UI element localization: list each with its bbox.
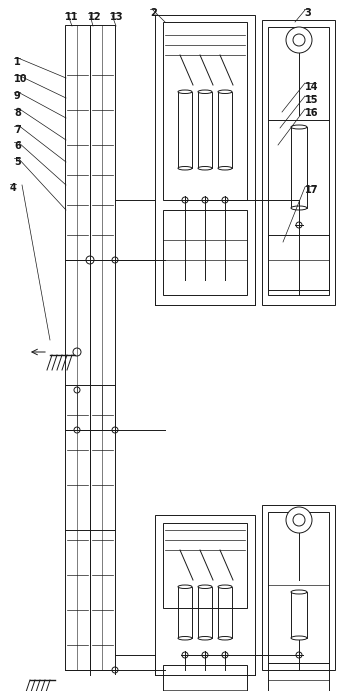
Text: 7: 7: [14, 125, 21, 135]
Bar: [218, 92, 232, 168]
Bar: [65, 25, 90, 430]
Bar: [65, 385, 90, 670]
Circle shape: [112, 257, 118, 263]
Bar: [163, 523, 247, 608]
Circle shape: [202, 652, 208, 658]
Bar: [155, 515, 255, 675]
Circle shape: [74, 427, 80, 433]
Text: 1: 1: [14, 57, 21, 67]
Ellipse shape: [218, 167, 232, 170]
Bar: [268, 663, 329, 691]
Text: 17: 17: [305, 185, 319, 195]
Circle shape: [86, 256, 94, 264]
Ellipse shape: [198, 585, 212, 589]
Ellipse shape: [178, 585, 192, 589]
Bar: [178, 587, 192, 638]
Circle shape: [112, 427, 118, 433]
Circle shape: [293, 514, 305, 526]
Bar: [291, 592, 307, 638]
Circle shape: [74, 387, 80, 393]
Circle shape: [293, 34, 305, 46]
Bar: [155, 15, 255, 305]
Circle shape: [222, 652, 228, 658]
Text: 12: 12: [88, 12, 102, 22]
Bar: [268, 27, 329, 295]
Text: 16: 16: [305, 108, 319, 118]
Circle shape: [296, 222, 302, 228]
Ellipse shape: [198, 90, 212, 93]
Ellipse shape: [218, 585, 232, 589]
Text: 10: 10: [14, 74, 27, 84]
Circle shape: [202, 197, 208, 203]
Bar: [262, 20, 335, 305]
Circle shape: [286, 27, 312, 53]
Bar: [198, 587, 212, 638]
Ellipse shape: [198, 167, 212, 170]
Text: 2: 2: [150, 8, 157, 18]
Bar: [262, 505, 335, 670]
Ellipse shape: [291, 125, 307, 129]
Text: 9: 9: [14, 91, 21, 101]
Circle shape: [182, 197, 188, 203]
Bar: [163, 22, 247, 200]
Circle shape: [73, 348, 81, 356]
Circle shape: [182, 652, 188, 658]
Ellipse shape: [291, 206, 307, 210]
Bar: [90, 25, 115, 430]
Ellipse shape: [198, 636, 212, 640]
Ellipse shape: [291, 590, 307, 594]
Circle shape: [222, 197, 228, 203]
Bar: [291, 127, 307, 208]
Bar: [218, 587, 232, 638]
Circle shape: [112, 667, 118, 673]
Ellipse shape: [178, 90, 192, 93]
Bar: [198, 92, 212, 168]
Ellipse shape: [291, 636, 307, 640]
Ellipse shape: [218, 636, 232, 640]
Bar: [268, 512, 329, 663]
Bar: [163, 210, 247, 295]
Text: 4: 4: [10, 183, 17, 193]
Text: 6: 6: [14, 141, 21, 151]
Text: 14: 14: [305, 82, 319, 92]
Ellipse shape: [218, 90, 232, 93]
Text: 3: 3: [304, 8, 311, 18]
Bar: [268, 235, 329, 290]
Bar: [178, 92, 192, 168]
Ellipse shape: [178, 636, 192, 640]
Bar: [163, 665, 247, 691]
Text: 11: 11: [65, 12, 79, 22]
Circle shape: [296, 652, 302, 658]
Text: 13: 13: [110, 12, 123, 22]
Text: 8: 8: [14, 108, 21, 118]
Text: 5: 5: [14, 157, 21, 167]
Ellipse shape: [178, 167, 192, 170]
Bar: [90, 385, 115, 670]
Circle shape: [286, 507, 312, 533]
Text: 15: 15: [305, 95, 319, 105]
